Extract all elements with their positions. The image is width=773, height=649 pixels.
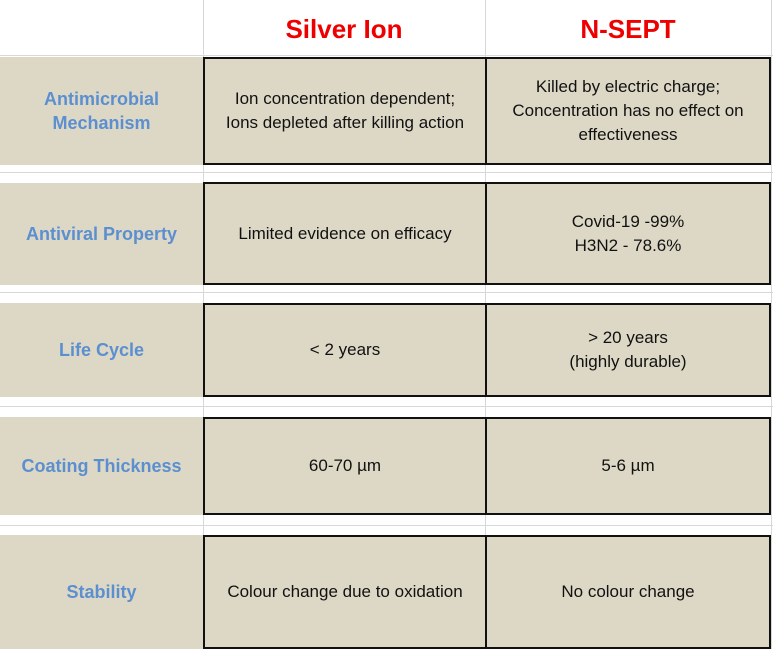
cell-silver-stability: Colour change due to oxidation	[203, 535, 487, 649]
cell-nsept-antimicrobial: Killed by electric charge; Concentration…	[485, 57, 771, 165]
cell-silver-antiviral: Limited evidence on efficacy	[203, 182, 487, 285]
cell-nsept-stability: No colour change	[485, 535, 771, 649]
cell-silver-antimicrobial: Ion concentration dependent; Ions deplet…	[203, 57, 487, 165]
row-label-stability: Stability	[0, 535, 203, 649]
header-n-sept: N-SEPT	[580, 13, 676, 44]
row-label-antiviral-property: Antiviral Property	[0, 183, 203, 285]
cell-nsept-coating-thickness: 5-6 µm	[485, 417, 771, 515]
header-silver-ion: Silver Ion	[285, 13, 403, 44]
row-label-antimicrobial-mechanism: Antimicrobial Mechanism	[0, 57, 203, 165]
row-label-life-cycle: Life Cycle	[0, 303, 203, 397]
cell-silver-coating-thickness: 60-70 µm	[203, 417, 487, 515]
row-label-coating-thickness: Coating Thickness	[0, 417, 203, 515]
cell-silver-life-cycle: < 2 years	[203, 303, 487, 397]
cell-nsept-antiviral: Covid-19 -99% H3N2 - 78.6%	[485, 182, 771, 285]
cell-nsept-life-cycle: > 20 years (highly durable)	[485, 303, 771, 397]
